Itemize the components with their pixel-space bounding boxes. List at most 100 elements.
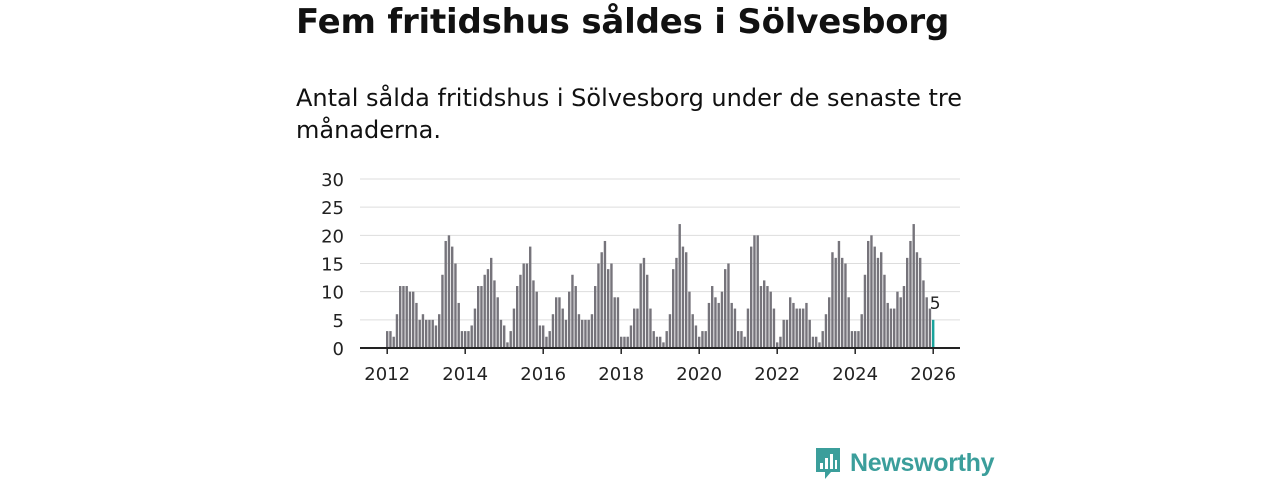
bar [717, 302, 720, 348]
bar [902, 286, 906, 348]
bar [906, 257, 909, 348]
x-tick-label: 2026 [910, 364, 956, 385]
bar [779, 336, 782, 348]
bar [759, 286, 763, 348]
y-tick-label: 30 [321, 170, 344, 191]
bar [503, 325, 506, 348]
bar [681, 246, 685, 348]
bar [636, 308, 639, 348]
bar [551, 314, 555, 348]
bar [831, 252, 834, 348]
bar [421, 314, 425, 348]
bar [763, 280, 766, 348]
bar [571, 274, 574, 348]
bar [577, 314, 581, 348]
bar [668, 314, 672, 348]
bar [519, 274, 522, 348]
brand-name: Newsworthy [850, 448, 995, 477]
bar [460, 331, 464, 348]
bar [766, 286, 769, 348]
bar [776, 342, 779, 348]
bar [720, 291, 724, 348]
bar [818, 342, 821, 348]
bar [909, 240, 912, 348]
bar [480, 286, 483, 348]
bar [646, 274, 649, 348]
bar [477, 286, 480, 348]
bar [395, 314, 399, 348]
bar [616, 297, 620, 348]
newsworthy-logo-icon [816, 448, 840, 479]
x-axis-ticks: 2012 2014 2016 2018 2020 2022 2024 2026 [364, 348, 956, 385]
bar [691, 314, 694, 348]
bar [516, 286, 519, 348]
bar [538, 325, 542, 348]
bar [434, 325, 438, 348]
bar [506, 342, 509, 348]
bar [613, 297, 616, 348]
bar [919, 257, 922, 348]
bar [928, 308, 932, 348]
bar [590, 314, 594, 348]
bar [509, 331, 512, 348]
bar [665, 331, 668, 348]
bar [470, 325, 473, 348]
bar [854, 331, 857, 348]
bar [642, 257, 646, 348]
bar [769, 291, 772, 348]
bar [828, 297, 831, 348]
page-title: Fem fritidshus såldes i Sölvesborg [296, 2, 950, 42]
bar [883, 274, 886, 348]
bar [873, 246, 876, 348]
bar [597, 263, 600, 348]
bar [811, 336, 815, 348]
bar [581, 319, 584, 348]
bar [525, 263, 529, 348]
bar [850, 331, 854, 348]
bar [402, 286, 405, 348]
grid-lines [360, 178, 960, 321]
bar [594, 286, 597, 348]
bar [724, 269, 727, 348]
bar [415, 302, 418, 348]
bar [789, 297, 792, 348]
y-tick-label: 5 [333, 311, 344, 332]
y-tick-label: 0 [333, 339, 344, 360]
bar [912, 224, 915, 348]
bar [548, 331, 551, 348]
x-tick-label: 2020 [676, 364, 722, 385]
bar [860, 314, 863, 348]
bar [389, 331, 392, 348]
bar [798, 308, 802, 348]
bar [698, 336, 701, 348]
y-tick-label: 25 [321, 198, 344, 219]
bar [808, 319, 811, 348]
bar [545, 336, 548, 348]
bar [711, 286, 714, 348]
bar [574, 286, 577, 348]
bar [490, 257, 493, 348]
bar [493, 280, 496, 348]
x-tick-label: 2012 [364, 364, 410, 385]
bar [454, 263, 457, 348]
bar [408, 291, 412, 348]
bar [701, 331, 704, 348]
bar [685, 252, 688, 348]
x-tick-label: 2018 [598, 364, 644, 385]
bar [418, 319, 421, 348]
bar [678, 224, 681, 348]
bar [473, 308, 477, 348]
chart-subtitle: Antal sålda fritidshus i Sölvesborg unde… [296, 84, 962, 144]
y-axis-ticks: 0 5 10 15 20 25 30 [321, 170, 344, 360]
bar [564, 319, 568, 348]
bar [610, 263, 613, 348]
bar [649, 308, 652, 348]
bar [756, 235, 759, 348]
bar [785, 319, 789, 348]
bar [447, 235, 451, 348]
bar [428, 319, 431, 348]
bar [704, 331, 707, 348]
bar [603, 240, 607, 348]
bar [714, 297, 717, 348]
